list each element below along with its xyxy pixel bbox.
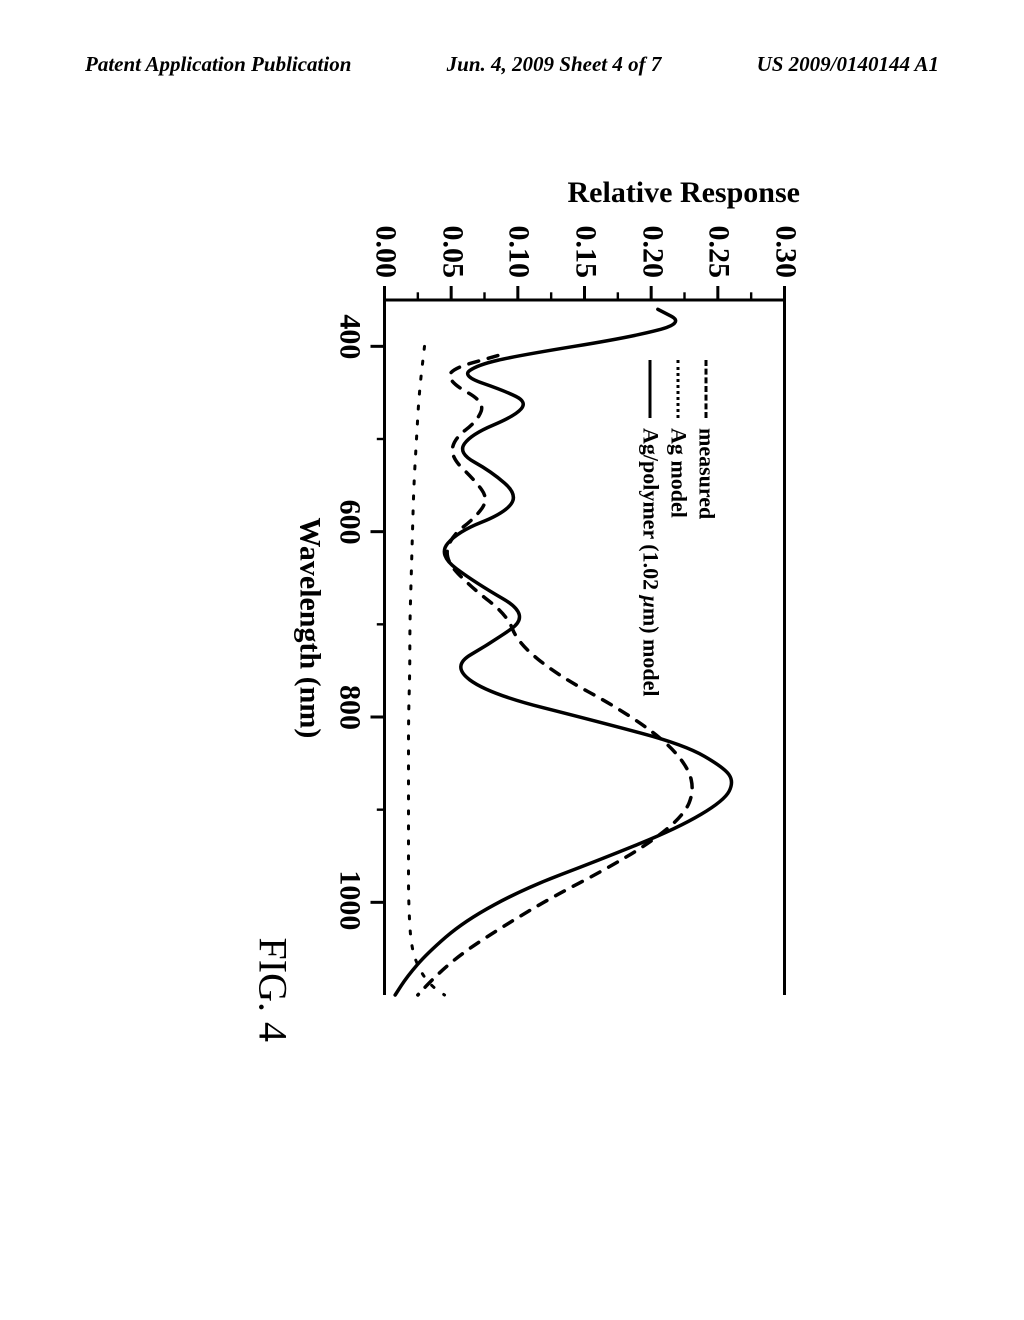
header-right: US 2009/0140144 A1	[757, 52, 939, 77]
legend-swatch-icon	[677, 360, 680, 418]
y-tick-label: 0.25	[702, 226, 736, 279]
chart-legend: measuredAg modelAg/polymer (1.02 μm) mod…	[638, 360, 720, 696]
legend-swatch-icon	[705, 360, 708, 418]
y-axis-title: Relative Response	[568, 176, 598, 210]
legend-swatch-icon	[649, 360, 652, 418]
legend-item: measured	[694, 360, 720, 696]
legend-label: measured	[694, 428, 720, 519]
series-line	[409, 346, 445, 995]
y-tick-label: 0.00	[369, 226, 403, 279]
y-tick-label: 0.15	[569, 226, 603, 279]
legend-label: Ag/polymer (1.02 μm) model	[638, 428, 664, 696]
y-tick-label: 0.30	[769, 226, 803, 279]
response-vs-wavelength-chart: 0.00 0.05 0.10 0.15 0.20 0.25 0.30 400 600 800 100…	[260, 170, 805, 1052]
figure-rotated: 0.00 0.05 0.10 0.15 0.20 0.25 0.30 400 600 800 100…	[260, 170, 805, 1052]
y-tick-label: 0.10	[502, 226, 536, 279]
legend-item: Ag/polymer (1.02 μm) model	[638, 360, 664, 696]
header-left: Patent Application Publication	[85, 52, 351, 77]
page-header: Patent Application Publication Jun. 4, 2…	[85, 52, 939, 77]
figure-label: FIG. 4	[250, 938, 297, 1042]
header-center: Jun. 4, 2009 Sheet 4 of 7	[447, 52, 662, 77]
x-axis-title: Wavelength (nm)	[293, 518, 327, 739]
x-tick-label: 800	[333, 685, 367, 730]
legend-item: Ag model	[666, 360, 692, 696]
y-tick-label: 0.20	[635, 226, 669, 279]
x-tick-label: 600	[333, 500, 367, 545]
x-tick-label: 1000	[333, 870, 367, 930]
figure-container: 0.00 0.05 0.10 0.15 0.20 0.25 0.30 400 600 800 100…	[260, 170, 805, 1052]
legend-label: Ag model	[666, 428, 692, 518]
x-tick-label: 400	[333, 314, 367, 359]
y-tick-label: 0.05	[435, 226, 469, 279]
